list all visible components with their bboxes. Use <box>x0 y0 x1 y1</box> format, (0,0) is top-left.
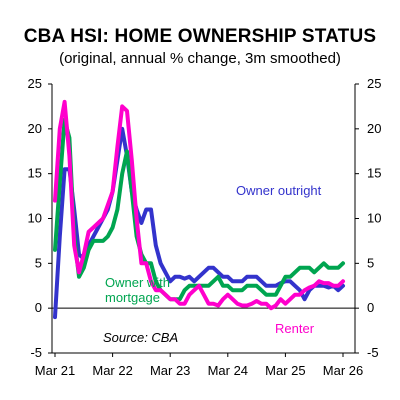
y-tick-label-right: 25 <box>367 76 381 91</box>
y-tick-label-right: 5 <box>367 255 374 270</box>
series-line-renter <box>53 99 345 311</box>
annotation-renter: Renter <box>275 321 315 336</box>
text-layer: -5 0 5 10 15 20 25 -5 0 5 10 15 20 25 Mar 21 Mar 22 Mar … <box>28 76 382 378</box>
source-label: Source: CBA <box>103 330 178 345</box>
x-tick-label: Mar 26 <box>323 363 363 378</box>
y-tick-label-left: 0 <box>35 300 42 315</box>
x-tick-label: Mar 24 <box>208 363 248 378</box>
x-tick-label: Mar 25 <box>265 363 305 378</box>
annotation-owner-outright: Owner outright <box>236 183 322 198</box>
x-tick-label: Mar 22 <box>92 363 132 378</box>
y-tick-label-left: 15 <box>28 166 42 181</box>
y-tick-label-left: 10 <box>28 211 42 226</box>
x-tick-label: Mar 23 <box>150 363 190 378</box>
y-tick-label-right: 20 <box>367 121 381 136</box>
axes-layer <box>48 83 359 357</box>
y-tick-label-right: 15 <box>367 166 381 181</box>
y-tick-label-left: 5 <box>35 255 42 270</box>
y-tick-label-right: 0 <box>367 300 374 315</box>
series-line-owner-with-mortgage <box>53 117 345 302</box>
y-tick-label-right: 10 <box>367 211 381 226</box>
annotation-owner-with-mortgage: Owner with <box>105 275 170 290</box>
y-tick-label-left: 25 <box>28 76 42 91</box>
annotation-owner-with-mortgage: mortgage <box>105 290 160 305</box>
x-tick-label: Mar 21 <box>35 363 75 378</box>
y-tick-label-left: 20 <box>28 121 42 136</box>
y-tick-label-left: -5 <box>30 345 42 360</box>
chart-title: CBA HSI: HOME OWNERSHIP STATUS <box>23 26 377 47</box>
chart-subtitle: (original, annual % change, 3m smoothed) <box>59 50 341 67</box>
series-layer <box>53 99 345 320</box>
y-tick-label-right: -5 <box>367 345 379 360</box>
